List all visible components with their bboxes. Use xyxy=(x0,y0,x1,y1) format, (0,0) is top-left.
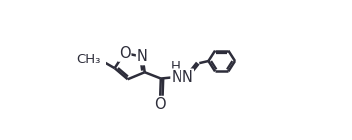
Text: N: N xyxy=(137,49,148,64)
Text: H: H xyxy=(171,60,181,73)
Text: O: O xyxy=(119,46,130,61)
Text: N: N xyxy=(182,70,193,85)
Text: N: N xyxy=(171,70,182,85)
Text: CH₃: CH₃ xyxy=(76,53,101,66)
Text: O: O xyxy=(154,97,166,112)
